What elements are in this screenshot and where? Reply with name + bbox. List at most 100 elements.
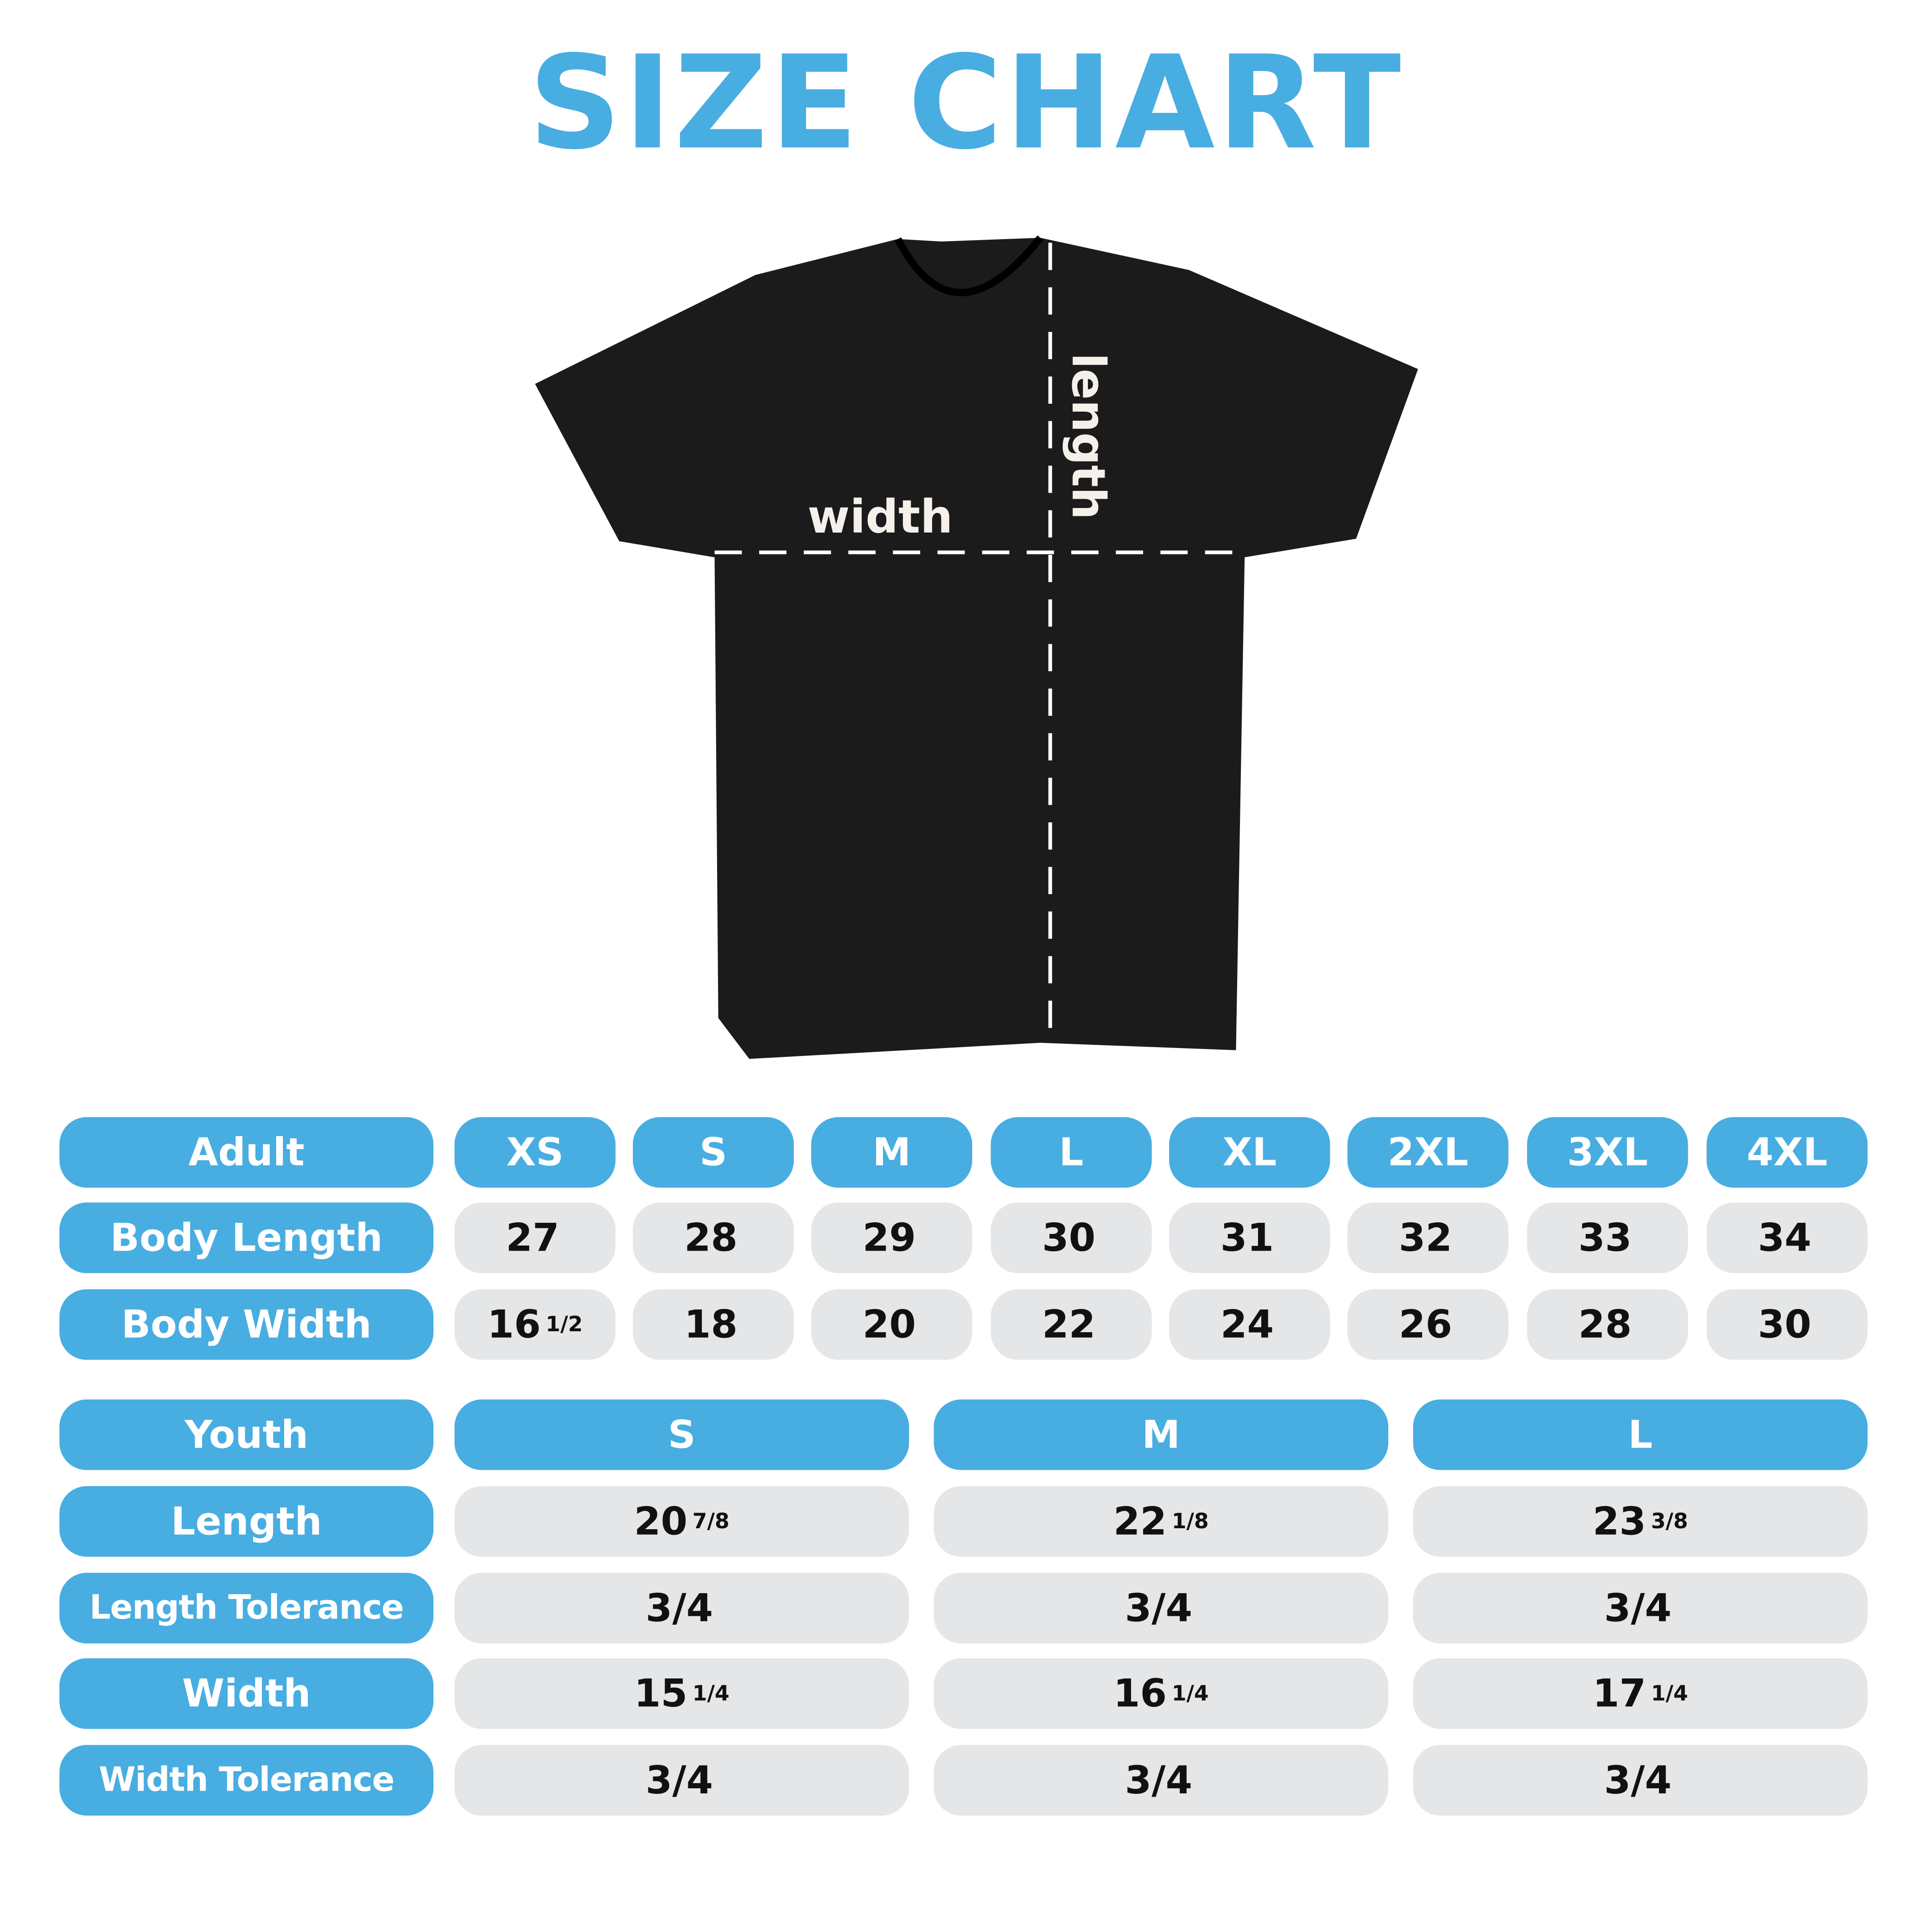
size-header: 4XL [1706, 1117, 1868, 1188]
value-whole: 28 [1578, 1302, 1632, 1347]
adult-header-label: Adult [188, 1130, 305, 1175]
value-whole: 26 [1398, 1302, 1452, 1347]
value-whole: 30 [1042, 1215, 1096, 1260]
value-cell: 16 1/2 [454, 1289, 616, 1360]
value-whole: 3/4 [645, 1758, 713, 1803]
value-whole: 15 [634, 1671, 688, 1716]
size-header: XL [1169, 1117, 1330, 1188]
row-label-text: Body Length [110, 1215, 383, 1260]
value-whole: 22 [1113, 1499, 1167, 1544]
value-whole: 29 [862, 1215, 916, 1260]
value-cell: 26 [1347, 1289, 1509, 1360]
value-cell: 3/4 [934, 1573, 1389, 1644]
size-header: XS [454, 1117, 616, 1188]
value-cell: 15 1/4 [454, 1658, 909, 1729]
value-fraction: 1/4 [1651, 1681, 1688, 1706]
size-label: XL [1222, 1130, 1277, 1175]
value-cell: 27 [454, 1202, 616, 1273]
value-whole: 24 [1220, 1302, 1274, 1347]
value-whole: 3/4 [1125, 1758, 1193, 1803]
value-cell: 17 1/4 [1413, 1658, 1868, 1729]
value-cell: 23 3/8 [1413, 1486, 1868, 1557]
value-cell: 29 [811, 1202, 972, 1273]
size-label: XS [506, 1130, 564, 1175]
value-cell: 24 [1169, 1289, 1330, 1360]
value-cell: 22 1/8 [934, 1486, 1389, 1557]
row-label: Length [59, 1486, 434, 1557]
value-cell: 3/4 [454, 1573, 909, 1644]
value-cell: 34 [1706, 1202, 1868, 1273]
size-header: M [934, 1399, 1389, 1470]
size-label: 4XL [1747, 1130, 1828, 1175]
row-label: Body Length [59, 1202, 434, 1273]
value-whole: 20 [862, 1302, 916, 1347]
value-whole: 17 [1592, 1671, 1646, 1716]
youth-header: Youth [59, 1399, 434, 1470]
value-cell: 28 [1527, 1289, 1688, 1360]
tshirt-diagram: width length [535, 235, 1418, 1059]
value-cell: 3/4 [934, 1745, 1389, 1816]
value-whole: 20 [634, 1499, 688, 1544]
value-cell: 30 [1706, 1289, 1868, 1360]
value-whole: 33 [1578, 1215, 1632, 1260]
row-label-text: Width Tolerance [99, 1761, 394, 1800]
row-label: Length Tolerance [59, 1573, 434, 1644]
value-whole: 18 [684, 1302, 738, 1347]
row-label: Width Tolerance [59, 1745, 434, 1816]
size-label: S [699, 1130, 727, 1175]
value-cell: 20 7/8 [454, 1486, 909, 1557]
value-cell: 31 [1169, 1202, 1330, 1273]
value-whole: 3/4 [645, 1586, 713, 1631]
value-cell: 22 [991, 1289, 1152, 1360]
size-header: S [454, 1399, 909, 1470]
tshirt-collar [894, 235, 1043, 297]
value-cell: 33 [1527, 1202, 1688, 1273]
row-label-text: Length [171, 1499, 322, 1544]
adult-header: Adult [59, 1117, 434, 1188]
size-label: 2XL [1387, 1130, 1468, 1175]
value-fraction: 7/8 [692, 1509, 730, 1534]
page-title: SIZE CHART [528, 27, 1404, 178]
size-header: 2XL [1347, 1117, 1509, 1188]
value-whole: 3/4 [1604, 1586, 1672, 1631]
value-whole: 3/4 [1125, 1586, 1193, 1631]
value-cell: 28 [633, 1202, 794, 1273]
size-header: 3XL [1527, 1117, 1688, 1188]
tshirt-shape [535, 237, 1418, 1059]
value-whole: 31 [1220, 1215, 1274, 1260]
length-label: length [1061, 353, 1115, 520]
width-label: width [807, 490, 953, 544]
value-cell: 30 [991, 1202, 1152, 1273]
value-whole: 3/4 [1604, 1758, 1672, 1803]
value-whole: 16 [1113, 1671, 1167, 1716]
size-header: M [811, 1117, 972, 1188]
value-cell: 18 [633, 1289, 794, 1360]
value-whole: 30 [1758, 1302, 1811, 1347]
value-fraction: 1/4 [1171, 1681, 1209, 1706]
size-label: M [872, 1130, 911, 1175]
youth-header-label: Youth [184, 1412, 309, 1457]
row-label-text: Width [182, 1671, 311, 1716]
value-cell: 3/4 [1413, 1573, 1868, 1644]
value-whole: 23 [1592, 1499, 1646, 1544]
value-cell: 16 1/4 [934, 1658, 1389, 1729]
value-cell: 3/4 [454, 1745, 909, 1816]
value-cell: 3/4 [1413, 1745, 1868, 1816]
size-label: L [1628, 1412, 1653, 1457]
size-label: S [667, 1412, 696, 1457]
row-label-text: Body Width [121, 1302, 372, 1347]
size-header: L [1413, 1399, 1868, 1470]
value-cell: 20 [811, 1289, 972, 1360]
value-whole: 22 [1042, 1302, 1096, 1347]
row-label: Body Width [59, 1289, 434, 1360]
size-label: L [1059, 1130, 1084, 1175]
size-label: 3XL [1567, 1130, 1648, 1175]
value-whole: 34 [1758, 1215, 1811, 1260]
value-fraction: 3/8 [1651, 1509, 1688, 1534]
value-whole: 16 [487, 1302, 541, 1347]
value-whole: 28 [684, 1215, 738, 1260]
value-cell: 32 [1347, 1202, 1509, 1273]
value-fraction: 1/8 [1171, 1509, 1209, 1534]
value-whole: 27 [506, 1215, 559, 1260]
